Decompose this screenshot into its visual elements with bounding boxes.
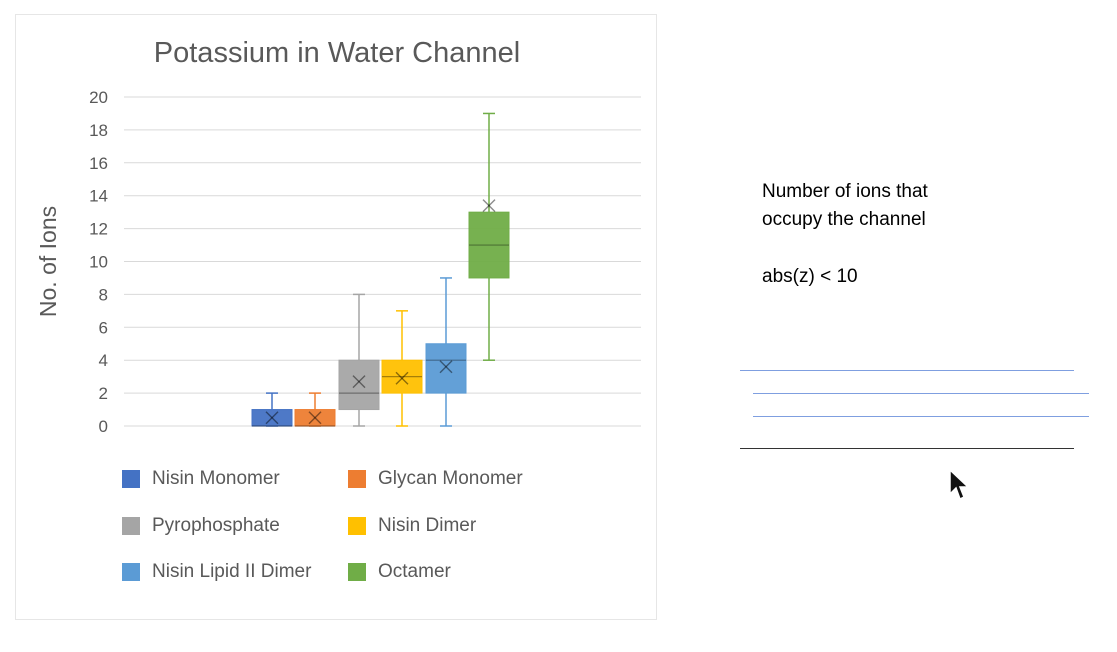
legend-label: Glycan Monomer bbox=[378, 468, 523, 489]
mean-marker bbox=[352, 375, 366, 389]
mean-marker bbox=[308, 411, 322, 425]
legend-label: Nisin Monomer bbox=[152, 468, 280, 489]
mean-marker bbox=[352, 375, 366, 389]
y-tick-label: 18 bbox=[89, 121, 108, 140]
box-octamer bbox=[468, 211, 510, 279]
legend-label: Octamer bbox=[378, 561, 451, 582]
blue-rule-3 bbox=[753, 416, 1089, 417]
mean-marker bbox=[439, 360, 453, 374]
box-nisin-dimer bbox=[381, 359, 423, 394]
chart-title: Potassium in Water Channel bbox=[153, 37, 521, 69]
legend-label: Nisin Lipid II Dimer bbox=[152, 561, 312, 582]
legend-swatch bbox=[122, 470, 140, 488]
y-tick-label: 4 bbox=[99, 351, 108, 370]
box-plot: 0 2 4 6 8 10 12 14 16 18 20 No. of Ions bbox=[35, 88, 641, 436]
mean-marker bbox=[308, 411, 322, 425]
y-tick-label: 16 bbox=[89, 154, 108, 173]
legend-label: Nisin Dimer bbox=[378, 515, 477, 536]
legend-item: Glycan Monomer bbox=[348, 467, 523, 491]
mean-marker bbox=[265, 411, 279, 425]
box-nisin-lipid-ii-dimer bbox=[425, 343, 467, 394]
legend-swatch bbox=[348, 563, 366, 581]
mean-marker bbox=[395, 371, 409, 385]
channel-note: Number of ions that occupy the channel bbox=[762, 178, 928, 234]
mean-marker bbox=[395, 371, 409, 385]
mean-marker bbox=[265, 411, 279, 425]
box-pyrophosphate bbox=[338, 359, 380, 411]
note-condition: abs(z) < 10 bbox=[762, 266, 858, 287]
legend-item: Octamer bbox=[348, 560, 451, 584]
y-tick-label: 2 bbox=[99, 384, 108, 403]
mean-marker bbox=[482, 199, 496, 213]
box-nisin-monomer bbox=[251, 409, 293, 427]
legend-item: Nisin Monomer bbox=[122, 467, 280, 491]
note-line-1: Number of ions that bbox=[762, 181, 928, 202]
y-tick-label: 20 bbox=[89, 88, 108, 107]
box-glycan-monomer bbox=[294, 409, 336, 427]
legend-item: Nisin Lipid II Dimer bbox=[122, 560, 311, 584]
mean-marker bbox=[439, 360, 453, 374]
blue-rule-2 bbox=[753, 393, 1089, 394]
y-tick-label: 12 bbox=[89, 220, 108, 239]
blue-rule-1 bbox=[740, 370, 1074, 371]
mouse-pointer-icon bbox=[948, 468, 970, 507]
y-tick-label: 0 bbox=[99, 417, 108, 436]
chart-card: Potassium in Water Channel 0 2 4 6 8 10 12 14 16… bbox=[15, 14, 657, 620]
note-line-2: occupy the channel bbox=[762, 209, 926, 230]
y-tick-label: 14 bbox=[89, 187, 108, 206]
y-axis-label: No. of Ions bbox=[35, 206, 61, 317]
y-tick-label: 8 bbox=[99, 285, 108, 304]
legend-item: Pyrophosphate bbox=[122, 514, 280, 538]
legend-swatch bbox=[122, 563, 140, 581]
legend-swatch bbox=[348, 517, 366, 535]
y-tick-label: 10 bbox=[89, 253, 108, 272]
legend-swatch bbox=[348, 470, 366, 488]
mean-marker bbox=[482, 199, 496, 213]
y-tick-label: 6 bbox=[99, 318, 108, 337]
legend-swatch bbox=[122, 517, 140, 535]
dark-rule bbox=[740, 448, 1074, 449]
legend-label: Pyrophosphate bbox=[152, 515, 280, 536]
legend-item: Nisin Dimer bbox=[348, 514, 476, 538]
